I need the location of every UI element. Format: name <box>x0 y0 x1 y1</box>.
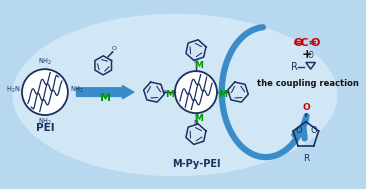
Text: O: O <box>302 103 310 112</box>
Ellipse shape <box>12 14 337 176</box>
Text: R: R <box>303 154 309 163</box>
Text: M: M <box>194 61 203 70</box>
Text: O: O <box>294 38 303 48</box>
Text: R: R <box>291 62 298 72</box>
Text: M-Py-PEI: M-Py-PEI <box>172 159 220 169</box>
Text: N: N <box>163 90 168 95</box>
Text: M: M <box>100 93 111 103</box>
Circle shape <box>175 71 217 113</box>
Text: M: M <box>218 90 227 99</box>
Text: O: O <box>310 126 317 136</box>
FancyArrow shape <box>76 85 134 99</box>
Text: N: N <box>224 90 229 95</box>
Text: O: O <box>295 126 302 136</box>
Text: =C=: =C= <box>293 38 318 48</box>
Text: +: + <box>302 48 312 61</box>
Text: O: O <box>111 46 116 51</box>
Text: N: N <box>194 120 198 125</box>
Text: the coupling reaction: the coupling reaction <box>257 79 359 88</box>
FancyBboxPatch shape <box>0 0 356 189</box>
Text: O: O <box>311 38 320 48</box>
Circle shape <box>22 69 68 115</box>
Text: NH$_2$: NH$_2$ <box>38 117 52 127</box>
Text: NH$_2$: NH$_2$ <box>38 57 52 67</box>
Text: H$_2$N: H$_2$N <box>5 85 20 95</box>
Text: N: N <box>194 59 198 64</box>
Text: NH$_2$: NH$_2$ <box>70 85 84 95</box>
Text: PEI: PEI <box>36 123 54 133</box>
Text: M: M <box>194 114 203 123</box>
Text: M: M <box>165 90 174 99</box>
Text: O: O <box>308 51 314 60</box>
